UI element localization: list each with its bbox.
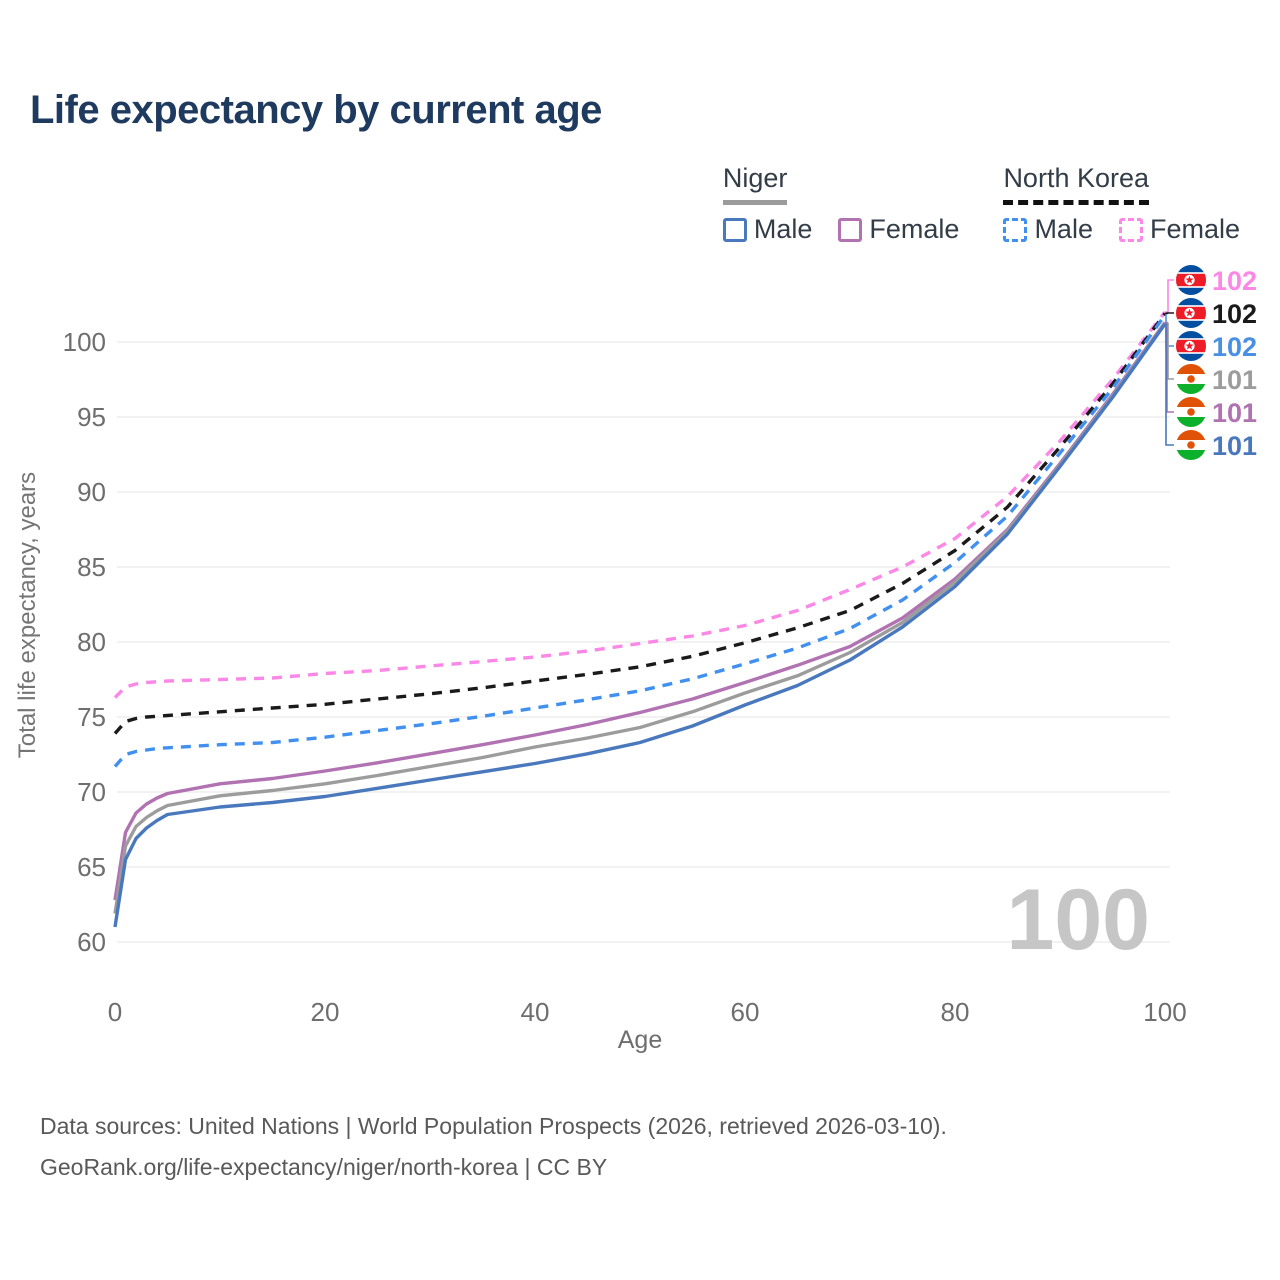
y-tick-label: 80 (77, 627, 106, 657)
legend-group-north-korea-title: North Korea (1003, 163, 1150, 205)
end-value-label: 102 (1212, 332, 1257, 362)
x-tick-label: 80 (941, 997, 970, 1027)
series-line-niger-male (113, 323, 1167, 928)
x-tick-label: 20 (311, 997, 340, 1027)
series-line-niger-female (113, 321, 1167, 901)
north-korea-flag-icon (1176, 298, 1206, 328)
x-tick-label: 60 (731, 997, 760, 1027)
legend-item-label: Female (869, 214, 960, 244)
legend-item-label: Male (753, 214, 813, 244)
series-line-nk-male (113, 314, 1167, 768)
x-axis-title: Age (617, 1026, 663, 1054)
data-sources-line: Data sources: United Nations | World Pop… (40, 1113, 947, 1139)
y-tick-label: 65 (77, 852, 106, 882)
x-tick-label: 40 (521, 997, 550, 1027)
y-tick-label: 75 (77, 702, 106, 732)
legend-item-niger-female[interactable]: Female (838, 214, 959, 245)
niger-flag-icon (1176, 430, 1206, 460)
end-label-row: 101 (1165, 322, 1257, 395)
legend-group-niger-title: Niger (722, 163, 788, 205)
y-tick-label: 70 (77, 777, 106, 807)
niger-flag-icon (1176, 397, 1206, 427)
end-value-label: 102 (1212, 299, 1257, 329)
x-tick-label: 100 (1143, 997, 1186, 1027)
series-line-nk-total (113, 312, 1167, 735)
svg-text:100: 100 (1007, 872, 1151, 968)
end-label-row: 102 (1165, 298, 1257, 329)
end-value-label: 102 (1212, 266, 1257, 296)
legend-item-label: Male (1034, 214, 1093, 244)
legend-item-niger-male[interactable]: Male (722, 214, 813, 245)
legend-group-north-korea: North Korea Male Female (1003, 163, 1240, 245)
footer: Data sources: United Nations | World Pop… (40, 1106, 947, 1188)
end-label-row: 102 (1165, 314, 1257, 362)
end-value-label: 101 (1212, 398, 1257, 428)
end-label-row: 102 (1165, 265, 1257, 313)
chart-series-lines (113, 310, 1167, 928)
age-counter-watermark: 100 (1007, 872, 1151, 968)
y-tick-label: 85 (77, 552, 106, 582)
end-value-label: 101 (1212, 365, 1257, 395)
attribution-line: GeoRank.org/life-expectancy/niger/north-… (40, 1154, 608, 1180)
y-axis-title: Total life expectancy, years (14, 471, 41, 759)
x-tick-label: 0 (108, 997, 122, 1027)
niger-female-swatch-icon (838, 217, 863, 242)
legend: Niger Male Female North Korea Male (722, 163, 1240, 245)
axis-tick-labels: 60 65 70 75 80 85 90 95 100 0 20 40 60 80 100 (63, 327, 1187, 1027)
niger-male-swatch-icon (722, 217, 747, 242)
legend-item-nk-male[interactable]: Male (1003, 214, 1093, 245)
y-tick-label: 95 (77, 402, 106, 432)
page-title: Life expectancy by current age (30, 88, 602, 132)
nk-male-swatch-icon (1003, 217, 1028, 242)
legend-item-nk-female[interactable]: Female (1118, 214, 1240, 245)
north-korea-flag-icon (1176, 265, 1206, 295)
legend-group-niger: Niger Male Female (722, 163, 959, 245)
end-value-label: 101 (1212, 431, 1257, 461)
end-label-row: 101 (1165, 323, 1257, 461)
end-label-row: 101 (1165, 321, 1257, 428)
nk-female-swatch-icon (1118, 217, 1143, 242)
series-line-nk-female (113, 310, 1167, 699)
y-tick-label: 90 (77, 477, 106, 507)
legend-item-label: Female (1149, 214, 1240, 244)
niger-flag-icon (1176, 364, 1206, 394)
y-tick-label: 60 (77, 927, 106, 957)
gridlines (117, 341, 1170, 943)
north-korea-flag-icon (1176, 331, 1206, 361)
y-tick-label: 100 (63, 327, 106, 357)
series-line-niger-total (113, 322, 1167, 914)
